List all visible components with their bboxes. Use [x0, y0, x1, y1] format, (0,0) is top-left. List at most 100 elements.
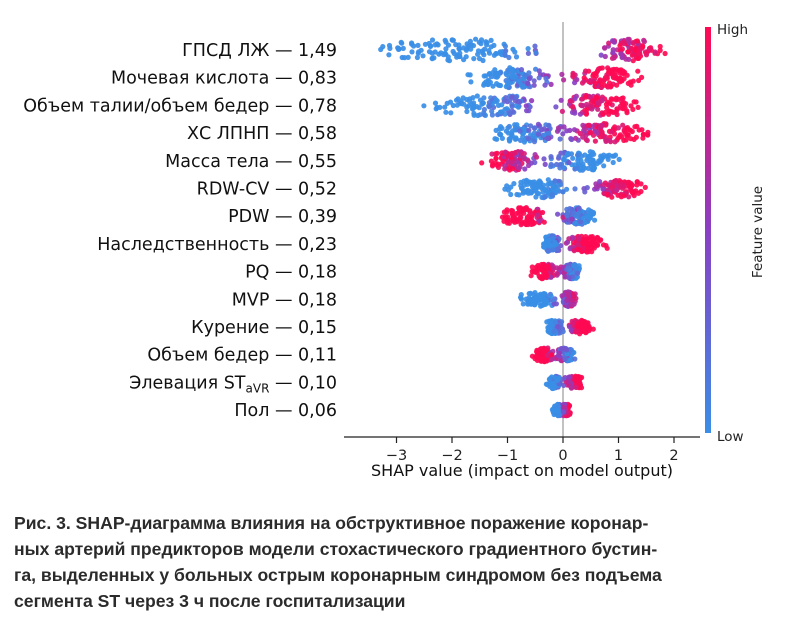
- shap-point: [516, 78, 523, 84]
- shap-point: [513, 211, 520, 217]
- shap-point: [454, 54, 460, 60]
- shap-point: [550, 385, 556, 391]
- swarm-row-14: [549, 401, 573, 419]
- shap-point: [471, 56, 477, 62]
- shap-point: [608, 83, 614, 89]
- shap-point: [481, 112, 487, 118]
- shap-point: [614, 111, 620, 118]
- shap-point: [612, 152, 619, 158]
- feature-label-1: ГПСД ЛЖ — 1,49: [182, 41, 337, 61]
- shap-point: [577, 130, 583, 137]
- shap-point: [631, 193, 637, 199]
- feature-label-10: MVP — 0,18: [232, 290, 337, 310]
- shap-point: [486, 48, 492, 54]
- shap-point: [525, 50, 532, 57]
- shap-point: [502, 162, 508, 168]
- shap-point: [582, 165, 588, 171]
- shap-point: [531, 139, 538, 145]
- shap-point: [534, 154, 540, 160]
- shap-point: [536, 68, 542, 74]
- shap-point: [475, 48, 482, 54]
- shap-point: [549, 192, 555, 198]
- shap-point: [499, 214, 506, 220]
- x-tick-label: −3: [386, 448, 407, 464]
- shap-point: [581, 75, 587, 81]
- shap-point: [613, 74, 619, 81]
- shap-point: [536, 273, 542, 279]
- swarm-row-4: [492, 121, 651, 145]
- shap-point: [497, 131, 503, 138]
- shap-point: [643, 52, 650, 58]
- shap-point: [495, 70, 501, 76]
- shap-point: [610, 50, 616, 56]
- shap-point: [517, 128, 523, 134]
- shap-point: [592, 128, 598, 134]
- shap-point: [555, 211, 561, 217]
- feature-label-13: Элевация STaVR — 0,10: [129, 373, 337, 395]
- shap-point: [628, 103, 634, 109]
- shap-point: [616, 156, 622, 162]
- shap-point: [541, 126, 547, 132]
- shap-point: [565, 150, 571, 157]
- shap-point: [625, 49, 631, 55]
- shap-point: [520, 301, 526, 307]
- feature-label-12: Объем бедер — 0,11: [147, 346, 337, 366]
- shap-point: [476, 105, 482, 111]
- shap-point: [617, 75, 624, 81]
- shap-point: [504, 218, 510, 224]
- shap-point: [577, 374, 583, 381]
- shap-point: [572, 110, 578, 116]
- shap-point: [619, 95, 625, 102]
- shap-point: [572, 96, 578, 102]
- shap-point: [455, 96, 461, 102]
- shap-point: [610, 159, 616, 166]
- shap-point: [490, 162, 496, 168]
- shap-point: [517, 99, 523, 105]
- shap-point: [552, 179, 558, 185]
- shap-point: [547, 327, 553, 333]
- x-tick-label: 1: [614, 448, 623, 464]
- shap-point: [620, 122, 626, 128]
- shap-point: [502, 149, 508, 155]
- shap-point: [593, 184, 600, 190]
- caption-line-3: га, выделенных у больных острым коронарн…: [14, 565, 662, 585]
- shap-point: [426, 40, 432, 47]
- shap-point: [579, 96, 585, 102]
- shap-point: [532, 290, 538, 296]
- shap-point: [524, 108, 530, 114]
- shap-point: [499, 102, 505, 108]
- shap-point: [579, 80, 586, 86]
- shap-point: [615, 125, 622, 131]
- shap-point: [536, 75, 542, 81]
- shap-point: [521, 126, 527, 132]
- shap-point: [618, 105, 625, 111]
- shap-point: [529, 264, 535, 270]
- shap-point: [450, 48, 456, 55]
- shap-point: [504, 106, 510, 112]
- shap-point: [445, 42, 452, 48]
- shap-point: [619, 101, 626, 107]
- shap-point: [612, 139, 618, 145]
- shap-point: [634, 38, 641, 44]
- shap-point: [560, 189, 566, 195]
- shap-point: [580, 215, 587, 221]
- shap-point: [506, 123, 512, 130]
- shap-point: [518, 295, 524, 301]
- shap-point: [602, 53, 608, 60]
- shap-point: [611, 55, 617, 61]
- shap-point: [400, 45, 406, 52]
- shap-point: [566, 374, 572, 380]
- shap-point: [591, 166, 597, 172]
- shap-point: [488, 44, 494, 50]
- shap-point: [626, 194, 632, 200]
- shap-point: [572, 356, 578, 362]
- shap-point: [475, 112, 481, 119]
- shap-point: [565, 291, 571, 298]
- shap-point: [473, 36, 479, 42]
- shap-point: [528, 273, 534, 279]
- shap-point: [566, 159, 572, 166]
- shap-point: [569, 216, 575, 222]
- shap-point: [554, 247, 560, 253]
- shap-point: [576, 205, 582, 211]
- shap-point: [630, 40, 636, 46]
